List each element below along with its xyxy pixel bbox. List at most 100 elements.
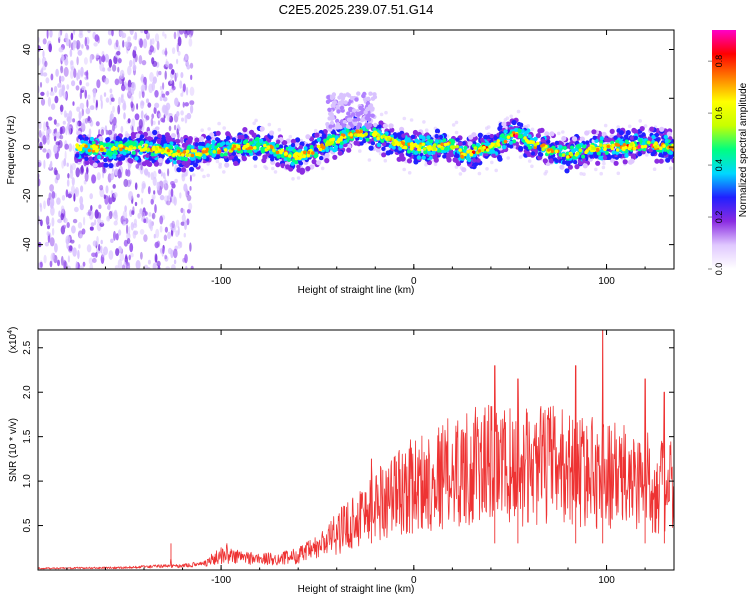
spectrogram-signal-mark [193,149,197,153]
spectrogram-noise-mark [166,200,171,206]
spectrogram-signal-mark [115,135,121,141]
spectrogram-signal-mark [144,143,148,148]
spectrogram-signal-mark [640,145,645,149]
spectrogram-signal-mark [572,155,576,160]
spectrogram-noise-mark [77,249,80,260]
spectrogram-noise-mark [70,69,74,80]
spectrogram-noise-mark [112,116,117,126]
spectrogram-signal-mark [128,147,132,151]
spectrogram-signal-mark [591,129,597,135]
spectrogram-noise-mark [182,83,186,92]
spectrogram-noise-mark [148,219,153,229]
spectrogram-noise-mark [73,30,76,36]
spectrogram-signal-mark [124,142,129,147]
spectrogram-noise-mark [202,174,206,179]
spectrogram-noise-mark [291,177,295,181]
spectrogram-noise-mark [138,55,143,65]
spectrogram-noise-mark [120,171,123,178]
spectrogram-noise-mark [190,104,194,114]
spectrogram-signal-mark [272,148,276,153]
spectrogram-panel: -100 0 100 -40 -20 0 20 40 Height of straight … [6,29,675,296]
spectrogram-noise-mark [82,261,86,267]
spectrogram-signal-mark [629,135,635,141]
spectrogram-noise-mark [561,130,565,134]
spectrogram-signal-mark [356,133,361,137]
snr-marks [38,330,674,570]
spectrogram-noise-mark [42,148,47,153]
spectrogram-noise-mark [176,111,180,117]
snr-scale-exponent: 4 [7,330,14,334]
spectrogram-signal-mark [330,103,336,108]
spectrogram-signal-mark [508,140,513,145]
spectrogram-signal-mark [533,142,538,147]
spectrogram-noise-mark [136,193,140,198]
spectrogram-signal-mark [562,146,567,150]
spectrogram-noise-mark [95,99,98,109]
spectrogram-noise-mark [189,62,194,69]
spectrogram-signal-mark [584,150,588,154]
spectrogram-noise-mark [101,129,104,136]
spectrogram-noise-mark [134,113,140,121]
spectrogram-signal-mark [501,145,507,150]
spectrogram-noise-mark [66,222,70,228]
spectrogram-noise-mark [94,34,100,42]
spectrogram-noise-mark [159,194,165,201]
spectrogram-noise-mark [82,121,86,130]
spectrogram-noise-mark [69,49,73,58]
spectrogram-y-tick-label: 20 [22,92,33,104]
spectrogram-noise-mark [61,194,66,201]
spectrogram-noise-mark [638,119,642,123]
spectrogram-noise-mark [132,223,138,229]
spectrogram-signal-mark [629,142,634,147]
spectrogram-signal-mark [161,137,166,143]
spectrogram-noise-mark [123,178,129,188]
spectrogram-noise-mark [78,111,82,121]
spectrogram-y-tick-label: 40 [22,44,33,56]
spectrogram-noise-mark [87,115,91,122]
spectrogram-noise-mark [116,51,121,56]
spectrogram-noise-mark [43,200,46,210]
spectrogram-signal-mark [297,156,302,160]
spectrogram-signal-mark [281,154,285,159]
spectrogram-noise-mark [130,221,134,231]
spectrogram-noise-mark [107,202,111,211]
spectrogram-signal-mark [305,166,311,172]
spectrogram-y-axis-title: Frequency (Hz) [6,116,17,185]
spectrogram-noise-mark [100,239,103,245]
spectrogram-noise-mark [110,172,115,181]
spectrogram-signal-mark [225,135,231,141]
spectrogram-signal-mark [378,120,384,126]
spectrogram-noise-mark [108,197,113,205]
spectrogram-signal-mark [399,126,405,132]
spectrogram-noise-mark [48,116,53,121]
spectrogram-signal-mark [518,145,524,152]
spectrogram-signal-mark [611,150,616,155]
spectrogram-signal-mark [143,146,148,151]
spectrogram-noise-mark [98,55,102,65]
spectrogram-noise-mark [147,186,151,195]
spectrogram-signal-mark [587,146,592,151]
spectrogram-noise-mark [85,82,90,87]
spectrogram-noise-mark [53,167,58,176]
spectrogram-noise-mark [156,70,159,77]
spectrogram-signal-mark [181,142,187,148]
spectrogram-noise-mark [189,100,195,106]
spectrogram-signal-mark [353,121,358,127]
spectrogram-signal-mark [197,141,203,147]
spectrogram-signal-mark [307,150,311,155]
spectrogram-signal-mark [244,139,249,144]
spectrogram-signal-mark [316,144,321,149]
spectrogram-noise-mark [171,69,175,75]
snr-scale-close: ) [8,327,19,330]
spectrogram-noise-mark [454,120,459,125]
spectrogram-noise-mark [184,253,188,264]
spectrogram-noise-mark [49,91,55,96]
spectrogram-signal-mark [119,147,123,152]
spectrogram-noise-mark [143,76,147,86]
spectrogram-signal-mark [455,153,460,159]
spectrogram-noise-mark [164,33,167,39]
spectrogram-signal-mark [606,155,611,160]
spectrogram-signal-mark [142,131,148,137]
spectrogram-signal-mark [432,146,437,151]
spectrogram-signal-mark [87,148,92,153]
